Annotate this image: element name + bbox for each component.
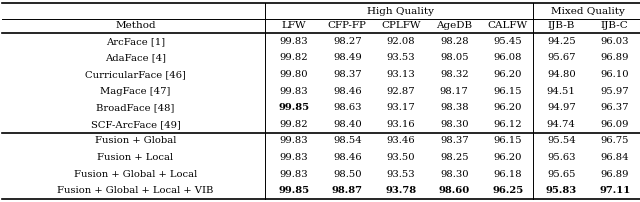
Text: IJB-B: IJB-B [548,21,575,31]
Text: 96.10: 96.10 [600,70,629,79]
Text: 96.84: 96.84 [600,153,629,162]
Text: 95.65: 95.65 [547,170,575,179]
Text: 97.11: 97.11 [599,186,630,195]
Text: Fusion + Global + Local + VIB: Fusion + Global + Local + VIB [58,186,214,195]
Text: 96.25: 96.25 [492,186,524,195]
Text: 99.82: 99.82 [280,53,308,62]
Text: 93.53: 93.53 [387,170,415,179]
Text: CurricularFace [46]: CurricularFace [46] [85,70,186,79]
Text: 96.89: 96.89 [600,170,629,179]
Text: Fusion + Local: Fusion + Local [97,153,173,162]
Text: Method: Method [115,21,156,31]
Text: 98.46: 98.46 [333,153,362,162]
Text: 98.32: 98.32 [440,70,468,79]
Text: 96.37: 96.37 [600,103,629,112]
Text: 94.25: 94.25 [547,37,575,46]
Text: 95.97: 95.97 [600,87,629,96]
Text: 98.63: 98.63 [333,103,362,112]
Text: 98.25: 98.25 [440,153,468,162]
Text: 95.45: 95.45 [493,37,522,46]
Text: 98.40: 98.40 [333,120,362,129]
Text: 94.74: 94.74 [547,120,576,129]
Text: 93.46: 93.46 [387,136,415,145]
Text: 93.17: 93.17 [387,103,415,112]
Text: 93.50: 93.50 [387,153,415,162]
Text: 96.08: 96.08 [493,53,522,62]
Text: 98.27: 98.27 [333,37,362,46]
Text: 96.03: 96.03 [600,37,629,46]
Text: IJB-C: IJB-C [601,21,628,31]
Text: 98.05: 98.05 [440,53,468,62]
Text: 96.89: 96.89 [600,53,629,62]
Text: CALFW: CALFW [488,21,528,31]
Text: 99.85: 99.85 [278,186,309,195]
Text: Mixed Quality: Mixed Quality [551,6,625,16]
Text: AgeDB: AgeDB [436,21,472,31]
Text: 96.18: 96.18 [493,170,522,179]
Text: 99.83: 99.83 [280,37,308,46]
Text: 95.54: 95.54 [547,136,575,145]
Text: 98.37: 98.37 [440,136,468,145]
Text: 99.83: 99.83 [280,170,308,179]
Text: 96.15: 96.15 [493,136,522,145]
Text: 98.50: 98.50 [333,170,362,179]
Text: 98.30: 98.30 [440,120,468,129]
Text: SCF-ArcFace [49]: SCF-ArcFace [49] [91,120,180,129]
Text: 99.80: 99.80 [280,70,308,79]
Text: 93.13: 93.13 [387,70,415,79]
Text: 95.63: 95.63 [547,153,575,162]
Text: LFW: LFW [282,21,306,31]
Text: CPLFW: CPLFW [381,21,420,31]
Text: ArcFace [1]: ArcFace [1] [106,37,165,46]
Text: 99.83: 99.83 [280,136,308,145]
Text: 95.83: 95.83 [546,186,577,195]
Text: 99.85: 99.85 [278,103,309,112]
Text: 96.09: 96.09 [600,120,629,129]
Text: 99.82: 99.82 [280,120,308,129]
Text: 96.20: 96.20 [493,103,522,112]
Text: 94.80: 94.80 [547,70,575,79]
Text: 98.37: 98.37 [333,70,362,79]
Text: 96.20: 96.20 [493,153,522,162]
Text: 98.28: 98.28 [440,37,468,46]
Text: 96.12: 96.12 [493,120,522,129]
Text: 96.75: 96.75 [600,136,629,145]
Text: Fusion + Global + Local: Fusion + Global + Local [74,170,197,179]
Text: High Quality: High Quality [367,6,435,16]
Text: 92.08: 92.08 [387,37,415,46]
Text: 99.83: 99.83 [280,87,308,96]
Text: 94.51: 94.51 [547,87,576,96]
Text: MagFace [47]: MagFace [47] [100,87,171,96]
Text: 98.60: 98.60 [438,186,470,195]
Text: 96.20: 96.20 [493,70,522,79]
Text: 98.17: 98.17 [440,87,468,96]
Text: 92.87: 92.87 [387,87,415,96]
Text: 93.53: 93.53 [387,53,415,62]
Text: 98.38: 98.38 [440,103,468,112]
Text: 98.30: 98.30 [440,170,468,179]
Text: 98.49: 98.49 [333,53,362,62]
Text: 96.15: 96.15 [493,87,522,96]
Text: CFP-FP: CFP-FP [328,21,367,31]
Text: 93.78: 93.78 [385,186,416,195]
Text: 95.67: 95.67 [547,53,575,62]
Text: AdaFace [4]: AdaFace [4] [105,53,166,62]
Text: 98.54: 98.54 [333,136,362,145]
Text: 98.87: 98.87 [332,186,363,195]
Text: BroadFace [48]: BroadFace [48] [96,103,175,112]
Text: 99.83: 99.83 [280,153,308,162]
Text: 94.97: 94.97 [547,103,575,112]
Text: 93.16: 93.16 [387,120,415,129]
Text: 98.46: 98.46 [333,87,362,96]
Text: Fusion + Global: Fusion + Global [95,136,176,145]
